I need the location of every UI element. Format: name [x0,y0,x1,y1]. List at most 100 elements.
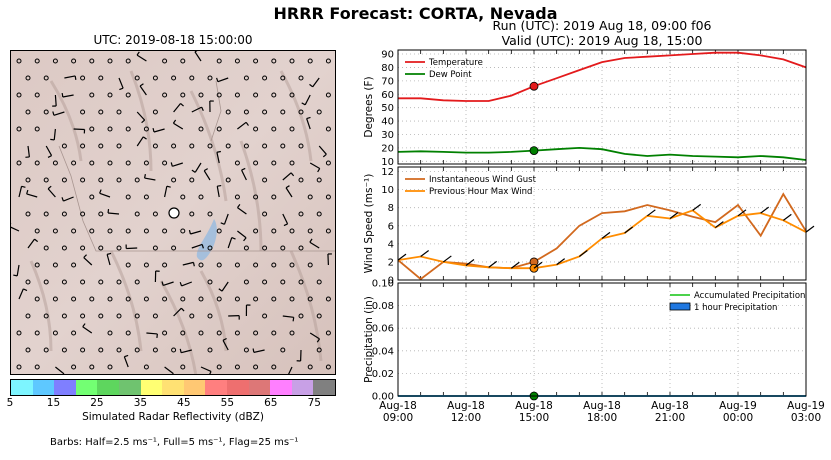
wind-barb [123,356,129,368]
current-time-marker [529,81,539,91]
wind-barb [45,145,53,156]
colorbar-tick: 15 [46,397,61,409]
calm-wind-circle [116,279,122,285]
wind-barb-tick [47,185,52,190]
run-title: Run (UTC): 2019 Aug 18, 09:00 f06 Valid … [398,18,806,48]
wind-barb-tick [119,87,124,91]
colorbar-tick: 5 [6,397,14,409]
calm-wind-circle [189,313,195,319]
calm-wind-circle [225,109,231,115]
wind-barb-tick [82,323,86,328]
calm-wind-circle [43,347,49,353]
colorbar-segment [248,380,271,395]
calm-wind-circle [243,347,249,353]
wind-barb [136,136,144,147]
wind-barb-tick [99,189,102,194]
wind-barb [191,106,202,113]
x-tick-label: 18:00 [587,412,617,424]
wind-barb-tick [61,197,64,202]
y-tick-label: 2 [388,257,394,268]
calm-wind-circle [325,160,331,166]
wind-barb [191,243,203,249]
calm-wind-circle [325,58,331,64]
calm-wind-circle [271,92,277,98]
wind-barb [107,212,120,215]
colorbar-tick: 65 [264,397,278,409]
calm-wind-circle [34,228,40,234]
calm-wind-circle [125,228,131,234]
calm-wind-circle [52,58,58,64]
colorbar-label: Simulated Radar Reflectivity (dBZ) [82,411,264,423]
wind-barb-tick [290,172,295,177]
calm-wind-circle [180,330,186,336]
run-line: Run (UTC): 2019 Aug 18, 09:00 f06 [492,18,712,33]
calm-wind-circle [234,194,240,200]
wind-barb [782,213,792,221]
calm-wind-circle [89,126,95,132]
ridge-line [239,140,263,252]
calm-wind-circle [207,313,213,319]
wind-barb-tick [106,252,112,255]
y-tick-label: 0.04 [372,346,394,357]
colorbar-segment [162,380,184,395]
calm-wind-circle [98,347,104,353]
calm-wind-circle [325,92,331,98]
barb-legend-note: Barbs: Half=2.5 ms⁻¹, Full=5 ms⁻¹, Flag=… [50,437,299,448]
wind-barb-tick [63,373,65,374]
wind-barb [194,51,202,62]
calm-wind-circle [152,245,158,251]
y-tick-label: 0.06 [372,324,394,335]
calm-wind-circle [262,143,268,149]
x-tick-label: Aug-18 [447,400,485,412]
calm-wind-circle [271,262,277,268]
calm-wind-circle [134,177,140,183]
calm-wind-circle [16,330,22,336]
calm-wind-circle [271,160,277,166]
ridge-line [279,70,313,162]
calm-wind-circle [316,279,322,285]
wind-barb [282,315,294,318]
wind-barb [253,349,265,353]
calm-wind-circle [43,109,49,115]
calm-wind-circle [271,364,277,370]
wind-barb [237,121,247,130]
calm-wind-circle [280,279,286,285]
calm-wind-circle [61,279,67,285]
map-panel [10,50,336,375]
wind-barb-tick [309,83,314,88]
calm-wind-circle [134,75,140,81]
colorbar-segment [140,380,163,395]
calm-wind-circle [61,313,67,319]
calm-wind-circle [125,262,131,268]
calm-wind-circle [289,262,295,268]
calm-wind-circle [253,194,259,200]
calm-wind-circle [134,313,140,319]
x-tick-label: 00:00 [723,412,753,424]
colorbar-segment [183,380,206,395]
wind-barb-tick [170,162,173,167]
chart-legend: Accumulated Precipitation 1 hour Precipit… [669,291,805,313]
chart-panel-3: 0.00 0.02 0.04 0.06 0.08 0.10 Precipitation (i… [363,279,825,425]
calm-wind-circle [25,313,31,319]
calm-wind-circle [116,177,122,183]
calm-wind-circle [307,58,313,64]
calm-wind-circle [162,160,168,166]
x-tick-label: Aug-18 [379,400,417,412]
calm-wind-circle [216,228,222,234]
calm-wind-circle [180,364,186,370]
wind-barb [139,85,147,96]
calm-wind-circle [116,245,122,251]
calm-wind-circle [125,160,131,166]
ridge-line [289,250,323,362]
wind-barb [16,264,20,276]
ridge-line [129,70,153,172]
wind-barb [533,261,543,269]
calm-wind-circle [271,330,277,336]
wind-barb-tick [306,116,311,120]
wind-barb [62,94,74,98]
calm-wind-circle [198,262,204,268]
colorbar-segment [291,380,314,395]
wind-barb [223,213,229,225]
colorbar-segment [205,380,227,395]
series-line [397,192,807,281]
